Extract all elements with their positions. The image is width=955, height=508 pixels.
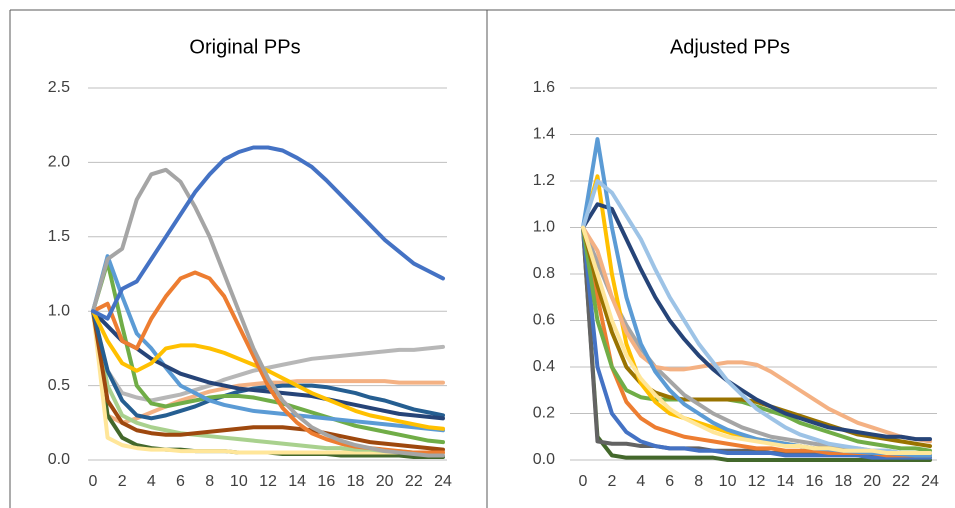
series-line (91, 167, 445, 458)
x-tick-label: 20 (376, 473, 394, 490)
series-line (91, 309, 445, 452)
x-tick-label: 2 (118, 473, 127, 490)
x-tick-label: 24 (434, 473, 452, 490)
x-tick-label: 8 (694, 473, 703, 490)
x-tick-label: 10 (719, 473, 737, 490)
y-tick-label: 1.2 (533, 172, 555, 189)
series-line (581, 137, 932, 458)
y-tick-label: 1.4 (533, 126, 555, 143)
y-tick-label: 1.0 (48, 302, 70, 319)
x-tick-label: 0 (579, 473, 588, 490)
x-tick-label: 8 (205, 473, 214, 490)
y-tick-label: 0.5 (48, 377, 70, 394)
x-tick-label: 20 (863, 473, 881, 490)
y-tick-label: 1.5 (48, 228, 70, 245)
x-tick-label: 10 (230, 473, 248, 490)
x-tick-label: 14 (777, 473, 795, 490)
y-tick-label: 1.0 (533, 219, 555, 236)
x-tick-label: 22 (405, 473, 423, 490)
x-tick-label: 0 (89, 473, 98, 490)
y-tick-label: 0.2 (533, 405, 555, 422)
x-tick-label: 18 (834, 473, 852, 490)
y-tick-label: 2.0 (48, 154, 70, 171)
x-tick-label: 18 (347, 473, 365, 490)
x-tick-label: 14 (288, 473, 306, 490)
y-tick-label: 2.5 (48, 79, 70, 96)
series-line (581, 225, 932, 456)
x-tick-label: 4 (147, 473, 156, 490)
x-tick-label: 24 (921, 473, 939, 490)
series-line (581, 202, 932, 442)
x-tick-label: 6 (665, 473, 674, 490)
x-tick-label: 22 (892, 473, 910, 490)
y-tick-label: 1.6 (533, 79, 555, 96)
series-line (91, 254, 445, 433)
chart-adjusted: Adjusted PPs 0.0 0.2 0.4 0.6 0.8 1.0 1.2 1.4 1.6 0… (533, 36, 939, 490)
series-line (91, 260, 445, 445)
series-line (581, 225, 932, 458)
series-line (91, 309, 445, 421)
y-tick-label: 0.0 (533, 451, 555, 468)
x-tick-label: 16 (805, 473, 823, 490)
series-line (91, 309, 445, 431)
series-line (581, 225, 932, 460)
y-tick-label: 0.8 (533, 265, 555, 282)
y-tick-label: 0.6 (533, 312, 555, 329)
x-tick-label: 2 (607, 473, 616, 490)
x-tick-label: 16 (317, 473, 335, 490)
y-tick-label: 0.4 (533, 358, 555, 375)
series-line (581, 225, 932, 444)
series-line (581, 225, 932, 462)
chart-title: Original PPs (189, 36, 300, 58)
x-tick-label: 4 (636, 473, 645, 490)
y-tick-label: 0.0 (48, 451, 70, 468)
chart-title: Adjusted PPs (670, 36, 790, 58)
x-tick-label: 12 (748, 473, 766, 490)
x-tick-label: 12 (259, 473, 277, 490)
series-line (91, 145, 445, 321)
x-tick-label: 6 (176, 473, 185, 490)
